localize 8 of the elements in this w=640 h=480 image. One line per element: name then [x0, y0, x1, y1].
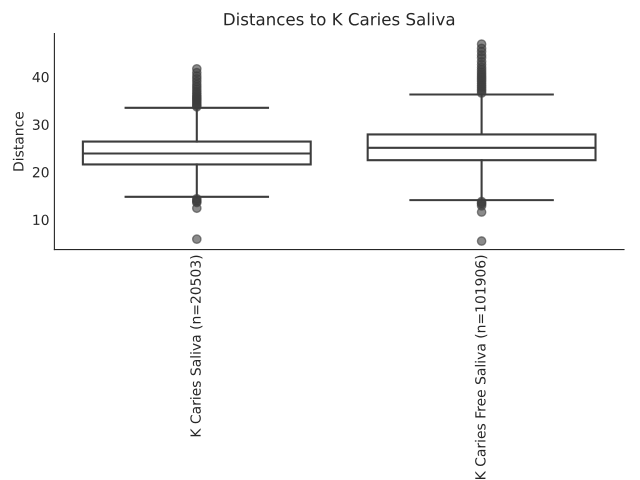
x-tick-label: K Caries Saliva (n=20503): [190, 256, 202, 436]
y-tick-label: 20: [32, 167, 49, 178]
y-tick-label: 30: [32, 119, 49, 130]
x-tick-label: K Caries Free Saliva (n=101906): [474, 256, 488, 479]
chart-title: Distances to K Caries Saliva: [224, 12, 454, 26]
y-axis-title: Distance: [12, 112, 24, 171]
y-tick-label: 40: [32, 72, 49, 82]
y-tick-label: 10: [33, 214, 49, 226]
